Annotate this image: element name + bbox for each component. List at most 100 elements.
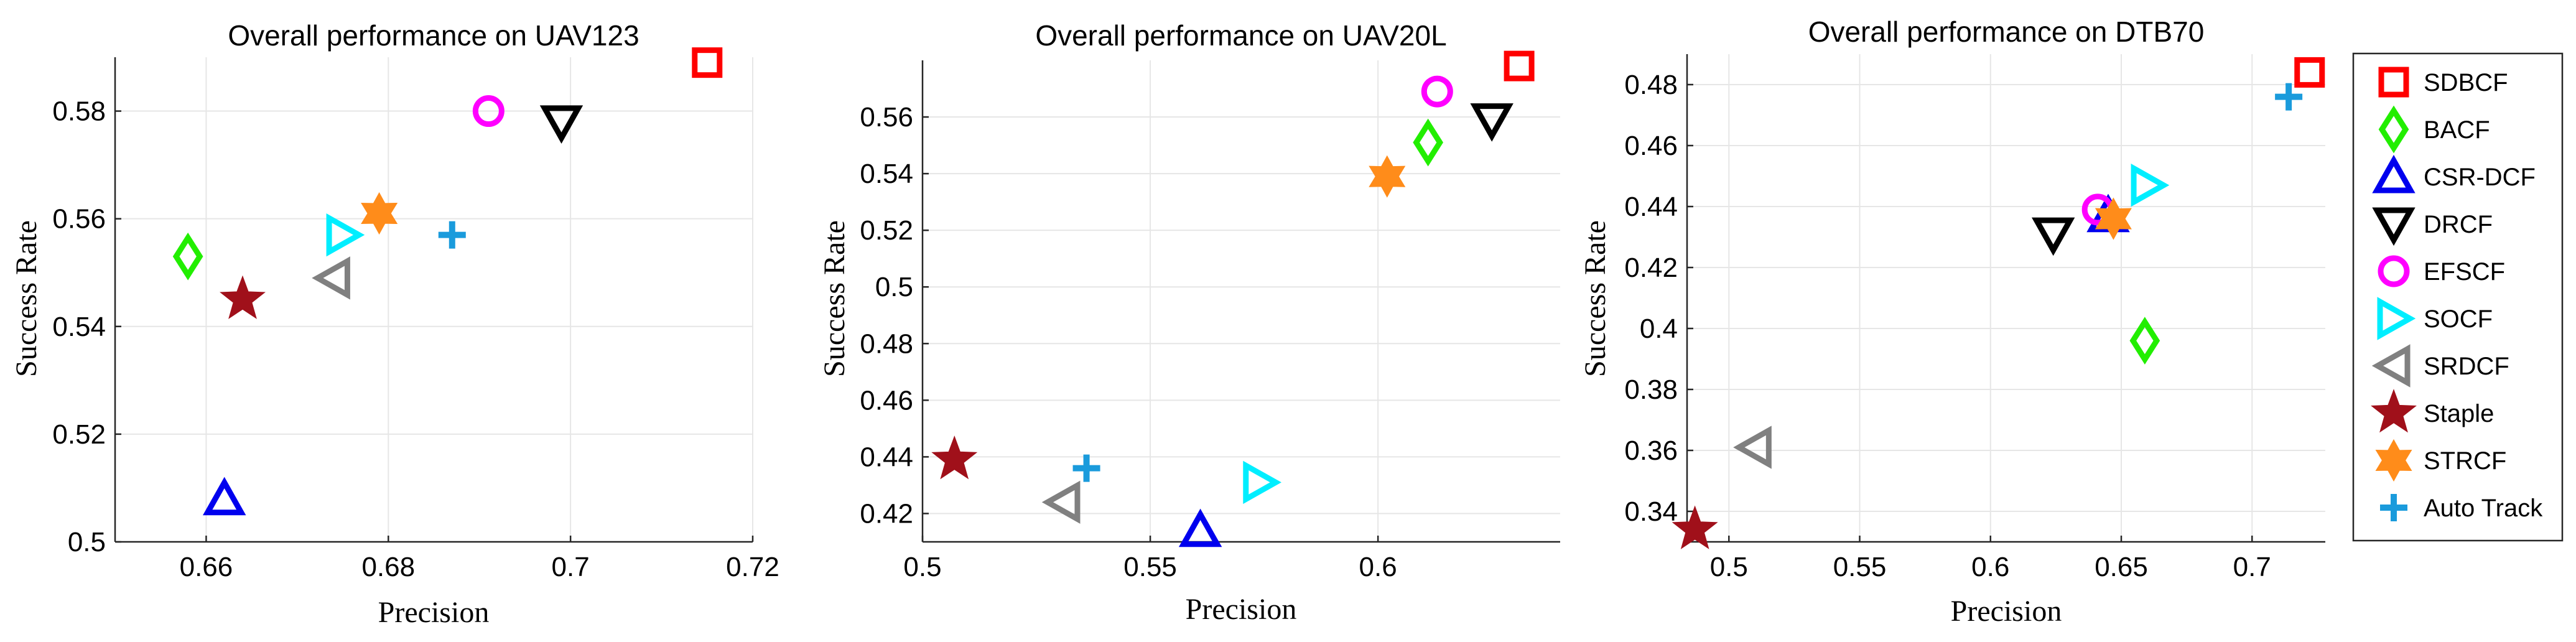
legend-marker-icon xyxy=(2380,494,2407,521)
legend-label: Staple xyxy=(2424,400,2494,427)
y-tick-label: 0.42 xyxy=(1624,253,1678,283)
y-tick-label: 0.34 xyxy=(1624,496,1678,527)
legend-entry: STRCF xyxy=(2375,439,2506,482)
data-point-sdbcf xyxy=(1504,50,1535,81)
chart-title: Overall performance on UAV123 xyxy=(228,19,639,52)
x-tick-label: 0.7 xyxy=(552,552,590,582)
legend-label: CSR-DCF xyxy=(2424,164,2536,191)
y-tick-label: 0.44 xyxy=(1624,192,1678,222)
legend-marker-icon xyxy=(2378,105,2409,154)
data-point-sdbcf xyxy=(2294,57,2325,88)
data-point-staple xyxy=(1672,505,1718,549)
data-point-socf xyxy=(326,213,365,257)
y-tick-label: 0.52 xyxy=(52,419,106,450)
legend-entry: EFSCF xyxy=(2378,255,2505,287)
chart-panel-uav20l: Overall performance on UAV20L Precision … xyxy=(818,19,1560,626)
y-tick-label: 0.5 xyxy=(68,527,106,557)
y-tick-label: 0.48 xyxy=(1624,70,1678,100)
data-point-drcf xyxy=(2031,217,2075,256)
chart-title: Overall performance on UAV20L xyxy=(1035,19,1446,52)
data-point-efscf xyxy=(472,95,505,128)
legend-marker-icon xyxy=(2371,344,2411,388)
data-point-srdcf xyxy=(1733,426,1772,469)
x-axis-label: Precision xyxy=(1951,595,2062,628)
data-point-socf xyxy=(1243,460,1281,505)
x-tick-label: 0.68 xyxy=(361,552,415,582)
data-point-auto-track xyxy=(1072,454,1100,482)
grid xyxy=(115,57,753,542)
legend-marker-icon xyxy=(2377,297,2416,340)
data-point-srdcf xyxy=(1041,480,1081,524)
y-axis-label: Success Rate xyxy=(1579,220,1612,377)
x-tick-label: 0.5 xyxy=(903,552,941,582)
legend-label: SOCF xyxy=(2424,305,2493,333)
y-tick-label: 0.54 xyxy=(860,159,913,189)
legend-entry: Staple xyxy=(2371,389,2494,433)
y-axis-label: Success Rate xyxy=(10,220,43,377)
legend-entry: SDBCF xyxy=(2378,67,2508,98)
data-point-drcf xyxy=(539,105,584,144)
legend-label: Auto Track xyxy=(2424,495,2543,522)
data-point-staple xyxy=(220,275,266,319)
x-tick-label: 0.6 xyxy=(1359,552,1397,582)
legend-entry: SOCF xyxy=(2377,297,2493,340)
y-tick-label: 0.46 xyxy=(1624,131,1678,161)
x-tick-label: 0.55 xyxy=(1833,552,1887,582)
data-point-socf xyxy=(2131,164,2170,207)
data-point-csr-dcf xyxy=(1178,508,1222,547)
y-tick-label: 0.54 xyxy=(52,312,106,342)
data-point-auto-track xyxy=(438,221,466,249)
data-point-srdcf xyxy=(312,256,350,300)
legend-entry: CSR-DCF xyxy=(2372,154,2536,193)
y-tick-label: 0.58 xyxy=(52,96,106,127)
legend-marker-icon xyxy=(2375,439,2412,482)
x-tick-label: 0.7 xyxy=(2233,552,2271,582)
legend-entry: BACF xyxy=(2378,105,2490,154)
y-tick-label: 0.48 xyxy=(860,328,913,359)
y-tick-label: 0.4 xyxy=(1640,314,1678,344)
chart-title: Overall performance on DTB70 xyxy=(1808,16,2205,48)
data-point-bacf xyxy=(1413,118,1444,167)
legend-label: BACF xyxy=(2424,116,2490,144)
x-tick-label: 0.55 xyxy=(1123,552,1177,582)
x-tick-label: 0.65 xyxy=(2095,552,2148,582)
grid xyxy=(922,60,1560,542)
chart-panel-uav123: Overall performance on UAV123 Precision … xyxy=(10,19,779,629)
y-tick-label: 0.52 xyxy=(860,215,913,246)
x-tick-label: 0.5 xyxy=(1710,552,1748,582)
data-point-sdbcf xyxy=(692,47,723,78)
data-point-strcf xyxy=(2095,197,2132,240)
legend-marker-icon xyxy=(2371,389,2417,433)
legend-marker-icon xyxy=(2372,207,2416,246)
y-tick-label: 0.56 xyxy=(52,204,106,235)
y-tick-label: 0.44 xyxy=(860,442,913,472)
legend-entry: DRCF xyxy=(2372,207,2493,246)
data-point-strcf xyxy=(1369,155,1406,198)
data-point-staple xyxy=(931,435,978,480)
y-tick-label: 0.46 xyxy=(860,385,913,416)
y-tick-label: 0.36 xyxy=(1624,435,1678,466)
data-point-bacf xyxy=(2129,317,2160,365)
x-tick-label: 0.6 xyxy=(1971,552,2009,582)
y-tick-label: 0.5 xyxy=(875,272,913,302)
data-point-drcf xyxy=(1470,103,1514,142)
data-point-auto-track xyxy=(2275,83,2303,111)
legend-marker-icon xyxy=(2378,67,2409,98)
legend-label: EFSCF xyxy=(2424,258,2505,286)
legend-entry: SRDCF xyxy=(2371,344,2509,388)
x-axis-label: Precision xyxy=(378,596,490,629)
legend-label: STRCF xyxy=(2424,447,2506,475)
legend-label: SDBCF xyxy=(2424,69,2508,96)
legend-label: SRDCF xyxy=(2424,353,2509,380)
y-tick-label: 0.42 xyxy=(860,498,913,529)
legend: SDBCF BACF CSR-DCF DRCF EFSCF SOCF SRDCF Staple… xyxy=(2352,52,2564,542)
x-tick-label: 0.66 xyxy=(180,552,233,582)
y-axis-label: Success Rate xyxy=(818,220,851,377)
data-point-bacf xyxy=(172,232,203,281)
legend-marker-icon xyxy=(2378,255,2410,287)
data-point-csr-dcf xyxy=(203,477,246,516)
y-tick-label: 0.38 xyxy=(1624,374,1678,405)
data-point-strcf xyxy=(361,192,398,235)
grid xyxy=(1687,54,2325,542)
